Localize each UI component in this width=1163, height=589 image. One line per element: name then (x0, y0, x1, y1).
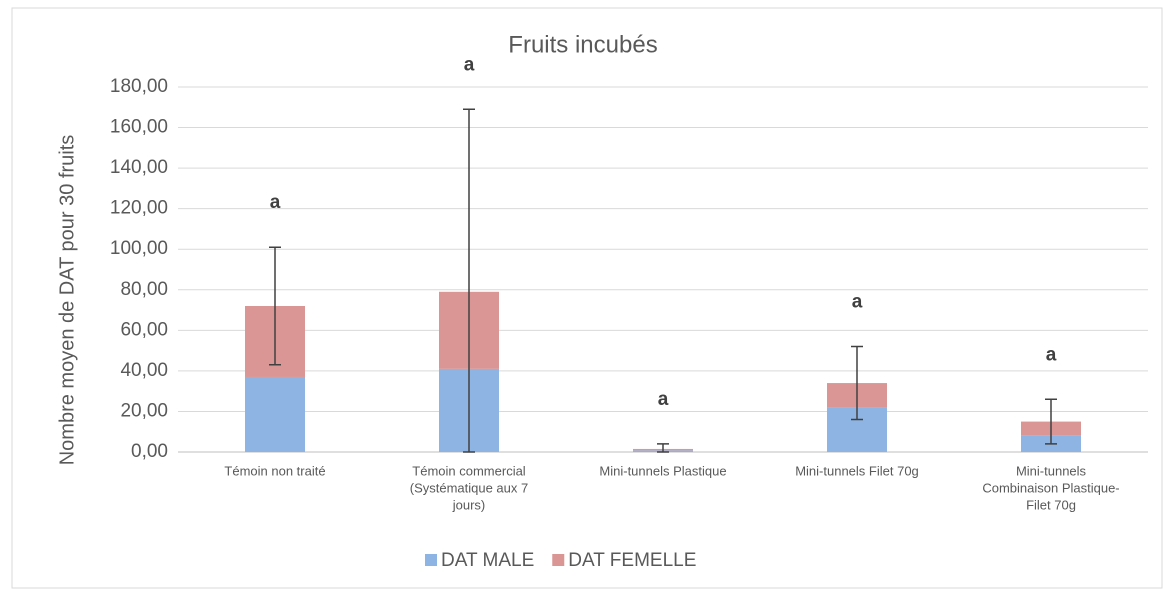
annotation: a (852, 292, 863, 313)
chart-title: Fruits incubés (508, 31, 657, 58)
error-bar (851, 345, 863, 421)
x-tick-label: jours) (452, 497, 486, 512)
x-tick-label: Mini-tunnels Plastique (599, 463, 726, 478)
y-tick-label: 180,00 (110, 76, 168, 97)
y-tick-label: 60,00 (120, 319, 168, 340)
x-tick-label: Témoin commercial (412, 463, 526, 478)
x-tick-label: Filet 70g (1026, 497, 1076, 512)
y-tick-label: 40,00 (120, 360, 168, 381)
annotation: a (464, 54, 475, 75)
y-tick-label: 80,00 (120, 279, 168, 300)
y-tick-label: 20,00 (120, 400, 168, 421)
error-bar (657, 443, 669, 453)
annotation: a (270, 192, 281, 213)
x-tick-label: Témoin non traité (224, 463, 325, 478)
legend-swatch (425, 554, 437, 566)
y-tick-label: 160,00 (110, 117, 168, 138)
chart-frame (11, 7, 1163, 589)
annotation: a (1046, 344, 1057, 365)
y-tick-label: 140,00 (110, 157, 168, 178)
y-tick-label: 120,00 (110, 198, 168, 219)
legend-label: DAT MALE (441, 550, 534, 571)
y-axis-title: Nombre moyen de DAT pour 30 fruits (56, 135, 78, 466)
annotation: a (658, 389, 669, 410)
y-tick-label: 0,00 (131, 441, 168, 462)
x-tick-label: Combinaison Plastique- (982, 480, 1119, 495)
bar-segment (245, 376, 305, 452)
legend-swatch (552, 554, 565, 566)
legend-label: DAT FEMELLE (568, 550, 696, 571)
x-tick-label: (Systématique aux 7 (410, 480, 529, 495)
y-tick-label: 100,00 (110, 238, 168, 259)
error-bar (463, 108, 475, 453)
error-bar (1045, 398, 1057, 445)
x-tick-label: Mini-tunnels Filet 70g (795, 463, 919, 478)
x-tick-label: Mini-tunnels (1016, 463, 1087, 478)
error-bar (269, 246, 281, 366)
